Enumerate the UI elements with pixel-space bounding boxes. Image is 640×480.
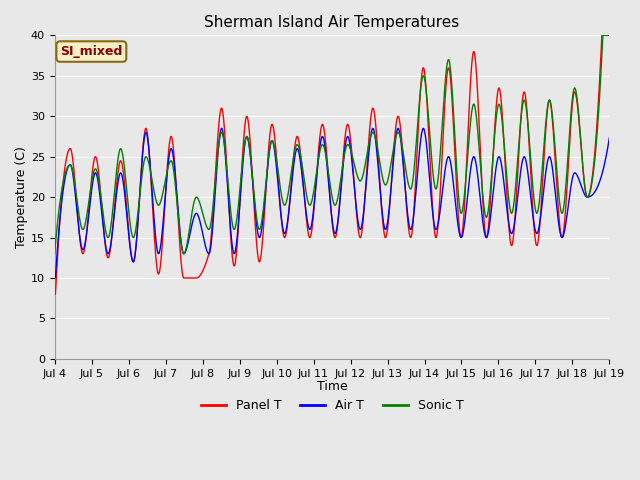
X-axis label: Time: Time (317, 380, 348, 393)
Y-axis label: Temperature (C): Temperature (C) (15, 146, 28, 248)
Title: Sherman Island Air Temperatures: Sherman Island Air Temperatures (204, 15, 460, 30)
Text: SI_mixed: SI_mixed (60, 45, 122, 58)
Legend: Panel T, Air T, Sonic T: Panel T, Air T, Sonic T (196, 395, 468, 418)
